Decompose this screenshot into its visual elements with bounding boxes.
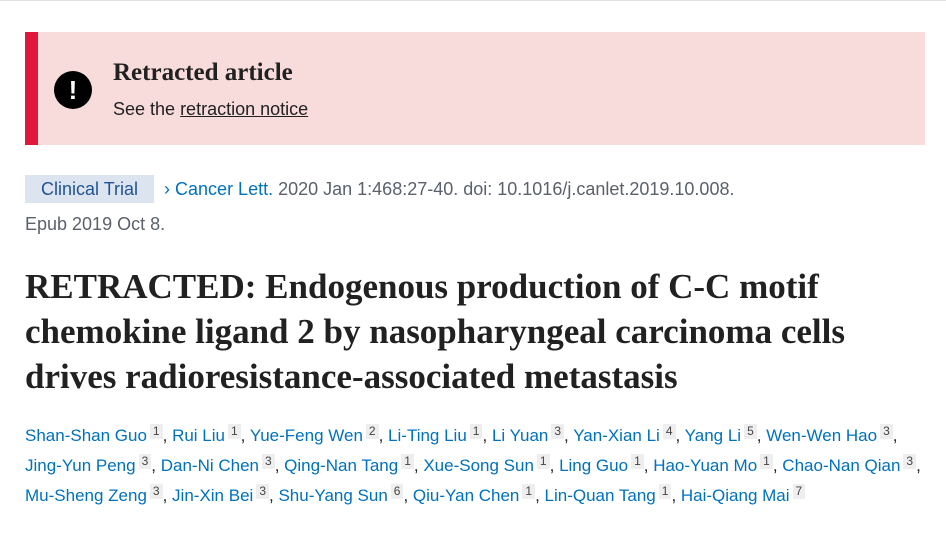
affiliation-number[interactable]: 4 (662, 424, 676, 439)
citation: Clinical Trial › Cancer Lett. 2020 Jan 1:4… (25, 172, 905, 242)
citation-details: 2020 Jan 1:468:27-40. doi: 10.1016/j.can… (273, 179, 735, 199)
affiliation-number[interactable]: 5 (744, 424, 757, 439)
banner-prefix: See the (113, 99, 181, 119)
publication-type-badge: Clinical Trial (25, 175, 155, 203)
affiliation-number[interactable]: 2 (365, 424, 379, 439)
author-link[interactable]: Li Yuan (491, 426, 549, 445)
author-link[interactable]: Yang Li (684, 426, 742, 445)
banner-title: Retracted article (113, 59, 293, 86)
page-content: ! Retracted article See the retraction n… (0, 1, 946, 521)
author-link[interactable]: Qing-Nan Tang (284, 456, 399, 475)
article-title: RETRACTED: Endogenous production of C-C … (25, 267, 845, 396)
affiliation-number[interactable]: 1 (149, 424, 163, 439)
author-link[interactable]: Shu-Yang Sun (278, 486, 388, 505)
author-link[interactable]: Chao-Nan Qian (782, 456, 901, 475)
banner-subtitle: See the retraction notice (113, 98, 308, 120)
author-link[interactable]: Rui Liu (172, 426, 225, 445)
chevron-right-icon[interactable]: › (164, 179, 171, 199)
exclamation-circle-icon: ! (54, 71, 92, 109)
retraction-banner: ! Retracted article See the retraction n… (25, 32, 925, 145)
author-link[interactable]: Mu-Sheng Zeng (25, 486, 147, 505)
affiliation-number[interactable]: 3 (149, 484, 163, 499)
affiliation-number[interactable]: 3 (256, 484, 269, 499)
author-link[interactable]: Jin-Xin Bei (172, 486, 254, 505)
author-link[interactable]: Hai-Qiang Mai (680, 486, 790, 505)
affiliation-number[interactable]: 1 (760, 454, 773, 469)
author-link[interactable]: Hao-Yuan Mo (653, 456, 758, 475)
author-link[interactable]: Wen-Wen Hao (766, 426, 878, 445)
author-link[interactable]: Qiu-Yan Chen (412, 486, 520, 505)
author-link[interactable]: Ling Guo (559, 456, 629, 475)
affiliation-number[interactable]: 3 (551, 424, 565, 439)
author-link[interactable]: Li-Ting Liu (388, 426, 467, 445)
affiliation-number[interactable]: 3 (138, 454, 152, 469)
affiliation-number[interactable]: 1 (227, 424, 241, 439)
affiliation-number[interactable]: 1 (536, 454, 550, 469)
epub-date: Epub 2019 Oct 8. (25, 214, 166, 234)
affiliation-number[interactable]: 1 (522, 484, 536, 499)
author-link[interactable]: Shan-Shan Guo (25, 426, 147, 445)
author-link[interactable]: Yan-Xian Li (573, 426, 660, 445)
affiliation-number[interactable]: 3 (262, 454, 275, 469)
affiliation-number[interactable]: 1 (631, 454, 644, 469)
authors-list: Shan-Shan Guo 1, Rui Liu 1, Yue-Feng Wen 2,… (25, 424, 921, 505)
author-link[interactable]: Dan-Ni Chen (160, 456, 259, 475)
affiliation-number[interactable]: 7 (792, 484, 806, 499)
affiliation-number[interactable]: 3 (903, 454, 917, 469)
author-link[interactable]: Jing-Yun Peng (25, 456, 136, 475)
retraction-notice-link[interactable]: retraction notice (180, 99, 309, 119)
affiliation-number[interactable]: 6 (390, 484, 404, 499)
affiliation-number[interactable]: 3 (880, 424, 893, 439)
author-link[interactable]: Yue-Feng Wen (249, 426, 363, 445)
banner-accent-bar (25, 32, 38, 145)
affiliation-number[interactable]: 1 (469, 424, 483, 439)
affiliation-number[interactable]: 1 (401, 454, 414, 469)
top-divider (0, 0, 946, 1)
affiliation-number[interactable]: 1 (658, 484, 672, 499)
journal-link[interactable]: Cancer Lett. (175, 179, 274, 199)
author-link[interactable]: Lin-Quan Tang (544, 486, 656, 505)
author-link[interactable]: Xue-Song Sun (423, 456, 534, 475)
